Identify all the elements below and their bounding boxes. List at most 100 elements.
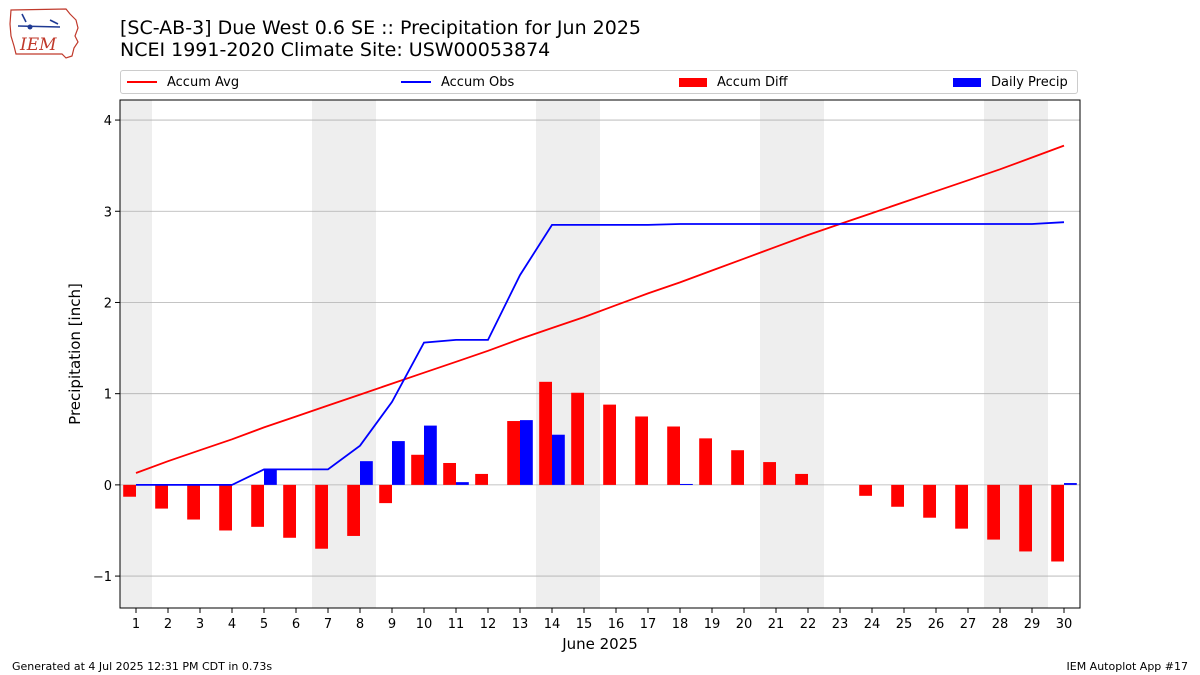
bar-accum-diff	[603, 404, 616, 485]
iowa-outline-icon	[9, 8, 79, 59]
bar-accum-diff	[187, 484, 200, 520]
app-credit: IEM Autoplot App #17	[1066, 660, 1189, 673]
x-tick-label: 4	[228, 617, 236, 632]
line-accum-obs	[136, 221, 1065, 486]
bar-accum-diff	[923, 484, 936, 518]
y-tick-label: −1	[93, 570, 112, 585]
x-tick-label: 15	[576, 617, 593, 632]
bar-accum-diff	[123, 484, 136, 497]
bar-daily-precip	[360, 461, 373, 485]
y-tick-label: 2	[104, 296, 112, 311]
bar-accum-diff	[859, 484, 872, 496]
weather-station-icon	[17, 13, 61, 28]
bar-accum-diff	[219, 484, 232, 531]
y-axis-ticks: −1 0 1 2 3 4	[93, 114, 120, 585]
weekend-band-3	[760, 100, 824, 608]
bar-accum-diff	[955, 484, 968, 529]
bar-daily-precip	[552, 434, 565, 485]
bar-daily-precip	[456, 482, 469, 485]
x-axis-label: June 2025	[561, 635, 638, 653]
x-axis-ticks: 1 2 3 4 5 6 7 8 9 10 11 12 13 14 15 16 17 18 19 20 21 22 23 24 2…	[132, 608, 1072, 632]
bar-accum-diff	[699, 438, 712, 485]
bar-accum-diff	[667, 426, 680, 485]
x-tick-label: 17	[640, 617, 657, 632]
x-tick-label: 30	[1056, 617, 1073, 632]
y-tick-label: 3	[104, 205, 112, 220]
x-tick-label: 9	[388, 617, 396, 632]
bar-accum-diff	[987, 484, 1000, 540]
legend: Accum Avg Accum Obs Accum Diff Daily Pre…	[120, 70, 1078, 94]
x-tick-label: 2	[164, 617, 172, 632]
x-tick-label: 12	[480, 617, 497, 632]
bar-accum-diff	[347, 484, 360, 536]
legend-swatch-accum-avg	[127, 81, 157, 83]
weekend-band-0	[120, 100, 152, 608]
bar-accum-diff	[283, 484, 296, 538]
legend-label-accum-avg: Accum Avg	[167, 74, 240, 90]
x-tick-label: 6	[292, 617, 300, 632]
x-tick-label: 24	[864, 617, 881, 632]
chart-title: [SC-AB-3] Due West 0.6 SE :: Precipitati…	[120, 17, 642, 39]
bar-daily-precip	[1064, 483, 1077, 485]
grid-lines	[120, 119, 1080, 577]
x-tick-label: 16	[608, 617, 625, 632]
x-tick-label: 25	[896, 617, 913, 632]
x-tick-label: 19	[704, 617, 721, 632]
x-tick-label: 20	[736, 617, 753, 632]
bar-accum-diff	[411, 454, 424, 485]
bar-accum-diff	[315, 484, 328, 549]
bar-accum-diff	[475, 473, 488, 485]
bar-accum-diff	[571, 392, 584, 485]
bar-accum-diff	[507, 421, 520, 485]
y-axis-label: Precipitation [inch]	[66, 283, 84, 425]
bar-accum-diff	[379, 484, 392, 504]
x-tick-label: 10	[416, 617, 433, 632]
bar-daily-precip	[424, 425, 437, 485]
weekend-band-4	[984, 100, 1048, 608]
x-tick-label: 23	[832, 617, 849, 632]
bar-accum-diff	[539, 381, 552, 485]
bar-daily-precip	[680, 483, 693, 485]
chart-subtitle: NCEI 1991-2020 Climate Site: USW00053874	[120, 39, 551, 61]
x-tick-label: 5	[260, 617, 268, 632]
bar-accum-diff	[443, 462, 456, 485]
weekend-band-2	[536, 100, 600, 608]
legend-item-accum-avg: Accum Avg	[127, 71, 239, 93]
generated-timestamp: Generated at 4 Jul 2025 12:31 PM CDT in …	[12, 660, 273, 673]
x-tick-label: 28	[992, 617, 1009, 632]
line-accum-avg	[135, 144, 1065, 474]
bar-accum-diff	[763, 462, 776, 485]
legend-swatch-daily-precip	[953, 77, 981, 87]
bar-daily-precip	[264, 469, 277, 485]
x-tick-label: 7	[324, 617, 332, 632]
bar-daily-precip	[392, 441, 405, 485]
bar-accum-diff	[1019, 484, 1032, 552]
legend-label-accum-diff: Accum Diff	[717, 74, 788, 90]
bars	[123, 381, 1077, 562]
legend-label-daily-precip: Daily Precip	[991, 74, 1068, 90]
legend-swatch-accum-diff	[679, 77, 707, 87]
x-tick-label: 1	[132, 617, 140, 632]
bar-accum-diff	[1051, 484, 1064, 562]
x-tick-label: 26	[928, 617, 945, 632]
bar-accum-diff	[891, 484, 904, 507]
y-tick-label: 4	[104, 114, 112, 129]
x-tick-label: 21	[768, 617, 785, 632]
bar-accum-diff	[155, 484, 168, 509]
x-tick-label: 29	[1024, 617, 1041, 632]
x-tick-label: 18	[672, 617, 689, 632]
x-tick-label: 11	[448, 617, 465, 632]
x-tick-label: 22	[800, 617, 817, 632]
legend-label-accum-obs: Accum Obs	[441, 74, 515, 90]
legend-swatch-accum-obs	[401, 81, 431, 83]
x-tick-label: 3	[196, 617, 204, 632]
weekend-band-1	[312, 100, 376, 608]
bar-accum-diff	[251, 484, 264, 527]
bar-accum-diff	[635, 416, 648, 485]
bar-accum-diff	[731, 450, 744, 485]
iem-logo-text: IEM	[19, 35, 57, 55]
x-tick-label: 8	[356, 617, 364, 632]
series-lines	[135, 144, 1065, 486]
x-tick-label: 14	[544, 617, 561, 632]
